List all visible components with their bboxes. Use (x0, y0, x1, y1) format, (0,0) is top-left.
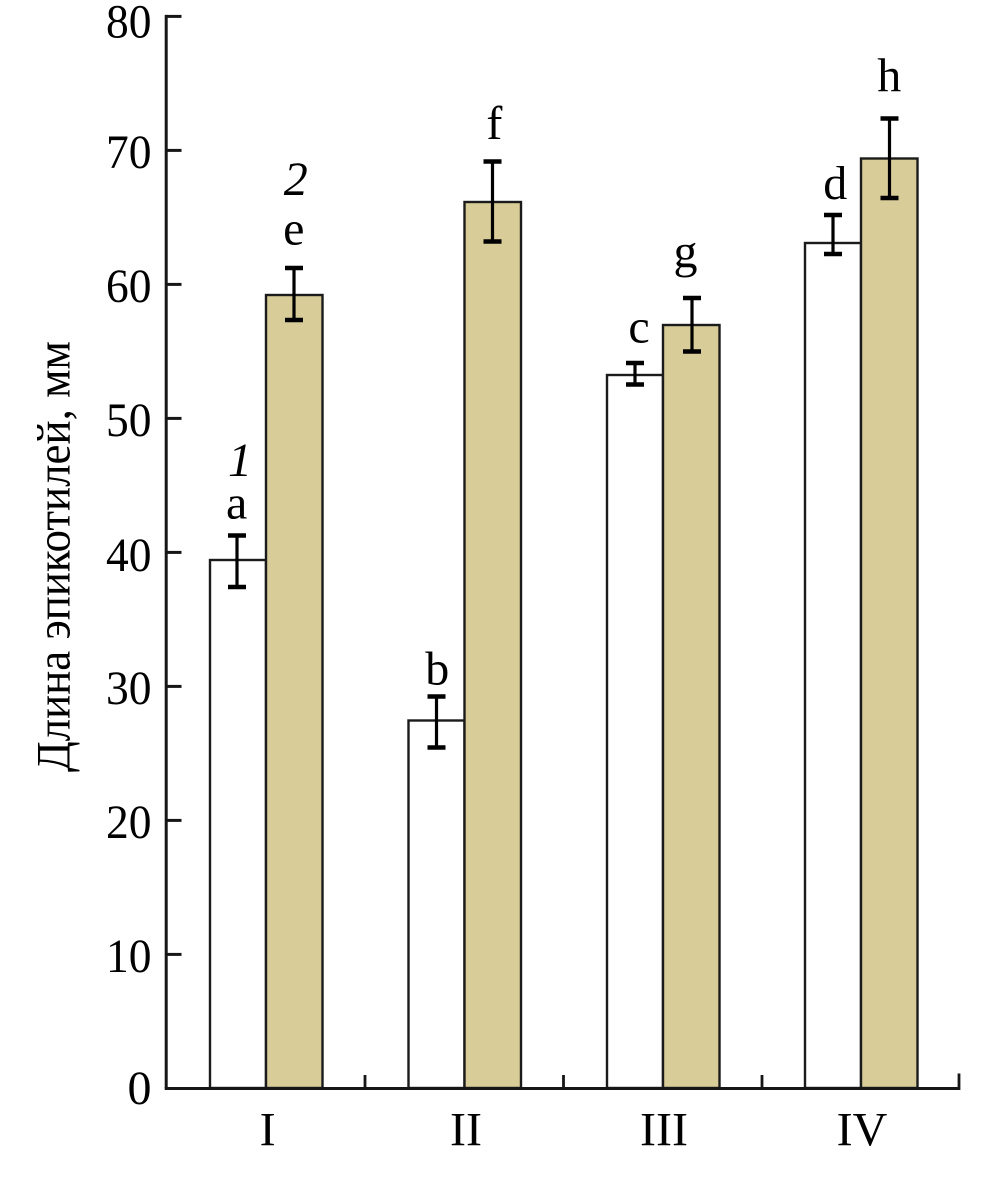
svg-text:II: II (450, 1103, 482, 1156)
svg-text:g: g (674, 226, 698, 279)
svg-text:50: 50 (106, 394, 152, 447)
svg-text:30: 30 (106, 662, 152, 715)
svg-text:III: III (640, 1103, 688, 1156)
svg-text:Длина эпикотилей, мм: Длина эпикотилей, мм (28, 341, 81, 772)
svg-text:2: 2 (284, 153, 308, 206)
svg-text:I: I (260, 1103, 276, 1156)
svg-text:d: d (823, 157, 847, 210)
svg-text:b: b (425, 643, 449, 696)
svg-text:0: 0 (128, 1062, 152, 1115)
svg-text:60: 60 (106, 260, 152, 313)
svg-text:e: e (283, 202, 304, 255)
svg-text:c: c (628, 301, 649, 354)
svg-text:40: 40 (106, 529, 152, 582)
svg-text:1: 1 (228, 434, 252, 487)
svg-text:80: 80 (106, 0, 152, 48)
svg-text:f: f (486, 97, 502, 150)
svg-text:10: 10 (106, 930, 152, 983)
svg-text:20: 20 (106, 796, 152, 849)
svg-text:IV: IV (837, 1103, 888, 1156)
svg-text:h: h (877, 49, 901, 102)
svg-text:a: a (226, 477, 247, 530)
svg-text:70: 70 (106, 126, 152, 179)
